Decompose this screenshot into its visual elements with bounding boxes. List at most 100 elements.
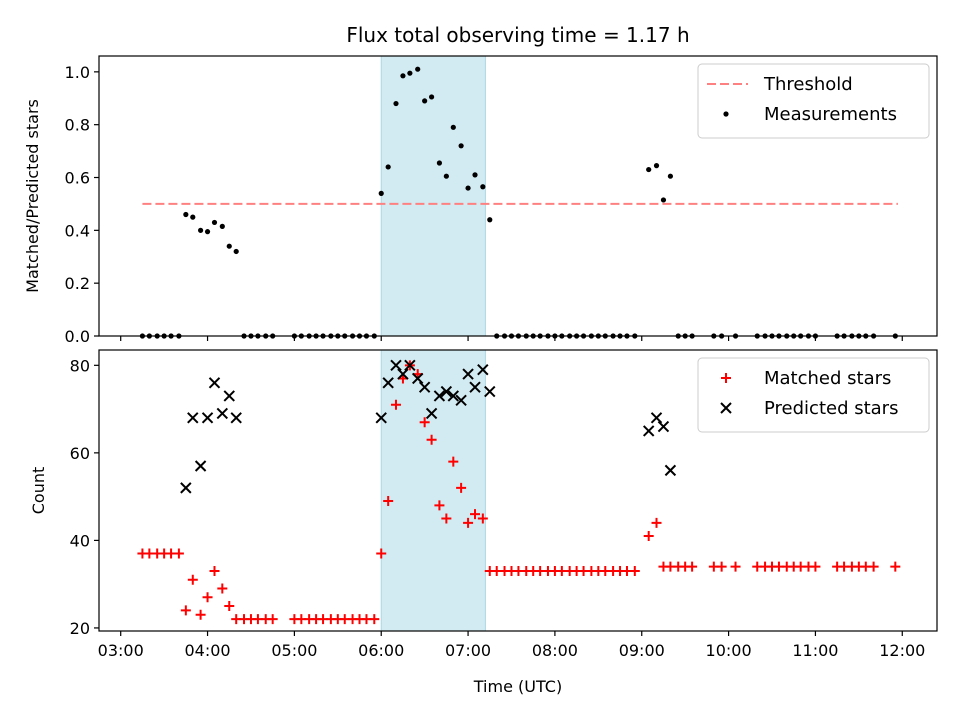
data-point <box>211 219 218 226</box>
data-point <box>642 425 655 437</box>
data-point <box>404 359 416 372</box>
data-point <box>226 243 232 249</box>
data-point <box>198 227 204 233</box>
data-point <box>465 185 471 191</box>
data-point <box>433 390 446 402</box>
legend-box <box>697 357 930 433</box>
x-tick-label: 10:00 <box>706 641 752 660</box>
data-point <box>201 412 214 424</box>
data-point <box>219 223 225 229</box>
data-point <box>426 434 437 445</box>
shaded-interval <box>380 55 486 337</box>
data-point <box>419 417 430 428</box>
data-point <box>487 217 493 223</box>
data-point <box>375 412 387 424</box>
data-point <box>716 561 727 572</box>
data-point <box>209 566 220 577</box>
data-point <box>458 143 464 149</box>
data-point <box>418 381 431 393</box>
legend: Threshold Measurements <box>697 63 930 139</box>
data-point <box>484 385 496 398</box>
data-point <box>440 385 453 398</box>
data-point <box>202 592 213 603</box>
data-point <box>208 377 221 389</box>
legend-label: Predicted stars <box>764 398 898 419</box>
y-tick-label: 0.0 <box>65 327 90 346</box>
data-point <box>195 609 206 620</box>
x-tick-label: 04:00 <box>184 641 230 660</box>
data-point <box>190 214 196 220</box>
legend-label: Matched stars <box>764 368 891 389</box>
legend-marker <box>723 111 729 117</box>
data-point <box>448 456 459 467</box>
legend-label: Measurements <box>764 104 897 125</box>
data-point <box>267 614 278 625</box>
data-point <box>422 98 428 104</box>
data-point <box>664 464 677 477</box>
data-point <box>436 160 443 166</box>
data-point <box>382 377 394 389</box>
data-point <box>428 94 435 100</box>
data-point <box>233 248 239 255</box>
data-point <box>443 173 449 179</box>
data-point <box>385 164 391 170</box>
data-point <box>447 390 460 402</box>
data-point <box>397 368 409 380</box>
data-point <box>180 605 191 616</box>
series-matched <box>137 360 901 625</box>
data-point <box>469 381 481 393</box>
data-point <box>657 420 670 433</box>
data-point <box>472 172 478 178</box>
y-tick-label: 80 <box>70 356 90 375</box>
data-point <box>183 211 189 218</box>
data-point <box>390 359 402 372</box>
data-point <box>187 412 199 424</box>
data-point <box>393 100 399 107</box>
x-tick-label: 12:00 <box>879 641 925 660</box>
y-tick-label: 40 <box>70 531 90 550</box>
data-point <box>224 601 235 612</box>
x-tick-label: 05:00 <box>271 641 317 660</box>
data-point <box>217 583 228 594</box>
data-point <box>629 566 640 577</box>
data-point <box>456 482 467 493</box>
legend: Matched stars Predicted stars <box>697 357 930 433</box>
data-point <box>441 513 452 524</box>
data-point <box>730 561 741 572</box>
legend-marker <box>721 373 731 383</box>
legend-box <box>697 63 930 139</box>
data-point <box>204 229 211 235</box>
bottom-panel: 20 40 60 80 03:00 04:00 05:00 06:00 07:00 08:00 09… <box>29 349 938 660</box>
x-axis-label: Time (UTC) <box>473 677 562 696</box>
data-point <box>390 399 401 410</box>
y-tick-label: 0.6 <box>65 169 90 188</box>
y-tick-label: 0.4 <box>65 221 90 240</box>
y-tick-label: 60 <box>70 444 90 463</box>
data-point <box>868 561 879 572</box>
data-point <box>667 173 674 179</box>
data-point <box>376 548 387 559</box>
series-predicted <box>180 359 677 494</box>
data-point <box>480 184 486 190</box>
data-point <box>216 407 229 420</box>
y-axis-label: Matched/Predicted stars <box>23 99 42 293</box>
top-panel: 0.0 0.2 0.4 0.6 0.8 1.0 Matched/Predicted star… <box>23 55 938 346</box>
data-point <box>477 513 488 524</box>
data-point <box>660 197 667 203</box>
data-point <box>378 190 384 196</box>
y-tick-label: 20 <box>70 619 90 638</box>
data-point <box>194 460 207 472</box>
y-tick-label: 1.0 <box>65 63 90 82</box>
data-point <box>230 412 242 424</box>
data-point <box>450 124 456 130</box>
plot-frame <box>98 349 938 632</box>
data-point <box>810 561 821 572</box>
data-point <box>407 70 413 76</box>
plot-frame <box>98 55 938 337</box>
x-tick-label: 08:00 <box>532 641 578 660</box>
x-tick-label: 11:00 <box>792 641 838 660</box>
data-point <box>477 363 489 376</box>
data-point <box>425 407 438 420</box>
data-point <box>455 394 467 407</box>
